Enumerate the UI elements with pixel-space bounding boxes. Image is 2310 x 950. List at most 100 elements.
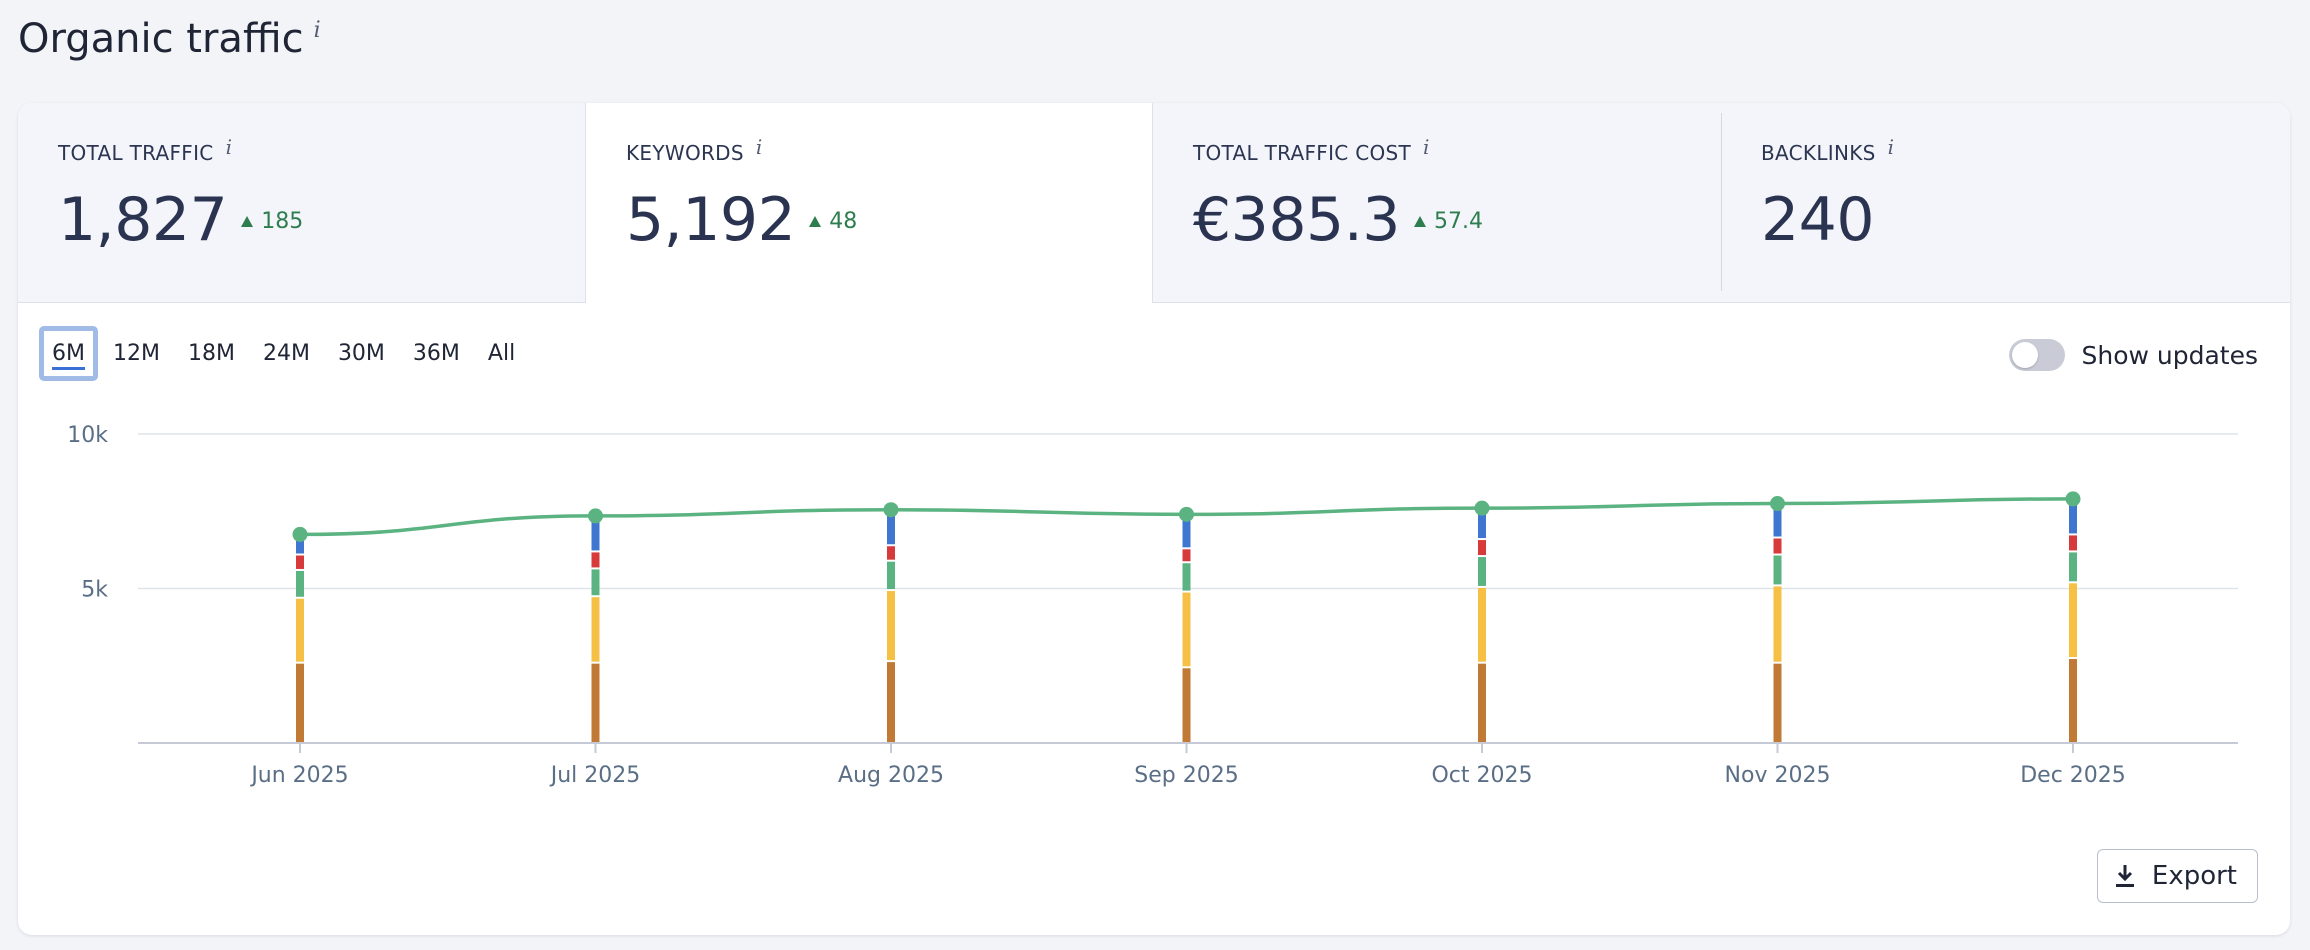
title-info-icon[interactable]: i	[313, 18, 321, 43]
show-updates-label: Show updates	[2081, 340, 2258, 370]
metric-tab-total-traffic-cost[interactable]: TOTAL TRAFFIC COST i €385.3 57.4	[1153, 103, 1721, 303]
metric-label: TOTAL TRAFFIC i	[58, 135, 586, 165]
bar-segment	[296, 555, 304, 569]
bar-segment	[887, 561, 895, 590]
data-point	[1770, 496, 1785, 512]
show-updates-toggle[interactable]	[2009, 339, 2066, 371]
metric-value: 5,192	[626, 185, 796, 255]
x-tick-label: Sep 2025	[1134, 763, 1238, 788]
metric-delta-value: 48	[829, 208, 858, 234]
bar-segment	[591, 516, 600, 551]
range-36m[interactable]: 36M	[412, 341, 460, 366]
trend-up-icon	[1413, 215, 1426, 227]
x-tick-label: Oct 2025	[1431, 763, 1532, 788]
page-title-text: Organic traffic	[18, 16, 304, 62]
metric-tab-total-traffic[interactable]: TOTAL TRAFFIC i 1,827 185	[18, 103, 586, 303]
metric-label-text: KEYWORDS	[626, 141, 744, 165]
bar-segment	[591, 597, 600, 662]
bar-segment	[1182, 668, 1191, 742]
x-tick-label: Nov 2025	[1725, 763, 1831, 788]
info-icon[interactable]: i	[1423, 135, 1430, 159]
range-18m[interactable]: 18M	[187, 341, 235, 366]
bar-segment	[1182, 515, 1191, 548]
info-icon[interactable]: i	[755, 135, 763, 159]
data-point	[1179, 506, 1194, 522]
metric-tabs: TOTAL TRAFFIC i 1,827 185 KEYWORDS i 5,1…	[18, 103, 2290, 303]
bar-segment	[887, 546, 895, 560]
range-selector: 6M 12M 18M 24M 30M 36M All	[39, 326, 533, 381]
traffic-chart: 5k 10k Jun 2025 Jul 2025 Aug 2025 Sep 2025 Oct…	[67, 423, 2238, 788]
bar-segment	[1478, 540, 1486, 556]
bar-segment	[591, 663, 600, 742]
bar-segment	[887, 662, 895, 742]
bar-segment	[1773, 555, 1782, 585]
tab-divider	[1721, 113, 1722, 291]
bar-segment	[591, 569, 600, 596]
bar-segment	[1182, 592, 1191, 667]
data-point	[883, 502, 899, 518]
metric-delta: 185	[241, 209, 303, 234]
bar-segment	[1773, 504, 1782, 537]
y-tick-label: 5k	[81, 578, 108, 603]
bar-segment	[2069, 499, 2077, 534]
bar-segment	[296, 535, 304, 554]
bar-segment	[1182, 549, 1191, 562]
metric-label: KEYWORDS i	[626, 135, 1152, 165]
bar-segment	[1478, 587, 1486, 662]
export-label: Export	[2151, 861, 2237, 891]
bar-segment	[2069, 535, 2077, 551]
metric-delta-value: 185	[261, 208, 304, 234]
metric-delta: 57.4	[1413, 208, 1483, 234]
metric-label: TOTAL TRAFFIC COST i	[1193, 135, 1721, 165]
bar-segment	[1478, 663, 1486, 742]
bar-segment	[1773, 586, 1782, 662]
info-icon[interactable]: i	[1887, 135, 1895, 159]
bar-segment	[296, 663, 304, 742]
bar-segment	[296, 570, 304, 597]
bar-segment	[2069, 552, 2077, 582]
range-30m[interactable]: 30M	[337, 341, 385, 366]
metric-label-text: TOTAL TRAFFIC COST	[1193, 141, 1412, 165]
x-tick-label: Jun 2025	[249, 763, 348, 788]
metric-delta: 48	[809, 209, 857, 234]
bar-segment	[1478, 509, 1486, 539]
bar-segment	[887, 510, 895, 545]
metric-delta-value: 57.4	[1433, 208, 1483, 234]
bar-segment	[296, 598, 304, 662]
metric-value: 1,827	[58, 185, 228, 255]
data-point	[1474, 500, 1490, 516]
x-tick-label: Aug 2025	[838, 763, 944, 788]
metric-label-text: BACKLINKS	[1761, 141, 1876, 165]
metric-tab-keywords[interactable]: KEYWORDS i 5,192 48	[585, 103, 1153, 303]
metric-label: BACKLINKS i	[1761, 135, 2290, 165]
export-button[interactable]: Export	[2096, 849, 2258, 903]
range-all[interactable]: All	[487, 341, 516, 366]
page-title: Organic traffic i	[18, 16, 321, 62]
x-tick-label: Jul 2025	[549, 763, 641, 788]
info-icon[interactable]: i	[225, 135, 233, 159]
bar-segment	[887, 591, 895, 661]
toggle-knob	[2012, 342, 2039, 368]
data-point	[2065, 491, 2081, 507]
bar-segment	[2069, 659, 2077, 742]
range-24m[interactable]: 24M	[262, 341, 310, 366]
metric-label-text: TOTAL TRAFFIC	[58, 141, 214, 165]
trend-up-icon	[241, 215, 254, 227]
y-tick-label: 10k	[67, 423, 108, 448]
metric-value: €385.3	[1193, 185, 1400, 255]
bar-segment	[1478, 557, 1486, 586]
trend-up-icon	[809, 215, 822, 227]
range-6m[interactable]: 6M	[39, 326, 98, 381]
bar-segment	[1773, 538, 1782, 554]
data-point	[588, 508, 603, 524]
bar-segment	[1182, 563, 1191, 591]
metric-value: 240	[1761, 185, 1875, 255]
range-12m[interactable]: 12M	[112, 341, 160, 366]
bar-segment	[591, 552, 600, 568]
download-icon	[2115, 865, 2134, 887]
metric-tab-backlinks[interactable]: BACKLINKS i 240	[1721, 103, 2290, 303]
show-updates-toggle-group: Show updates	[2009, 339, 2258, 371]
organic-traffic-card: TOTAL TRAFFIC i 1,827 185 KEYWORDS i 5,1…	[18, 103, 2290, 935]
bar-segment	[1773, 663, 1782, 742]
data-point	[292, 526, 308, 542]
